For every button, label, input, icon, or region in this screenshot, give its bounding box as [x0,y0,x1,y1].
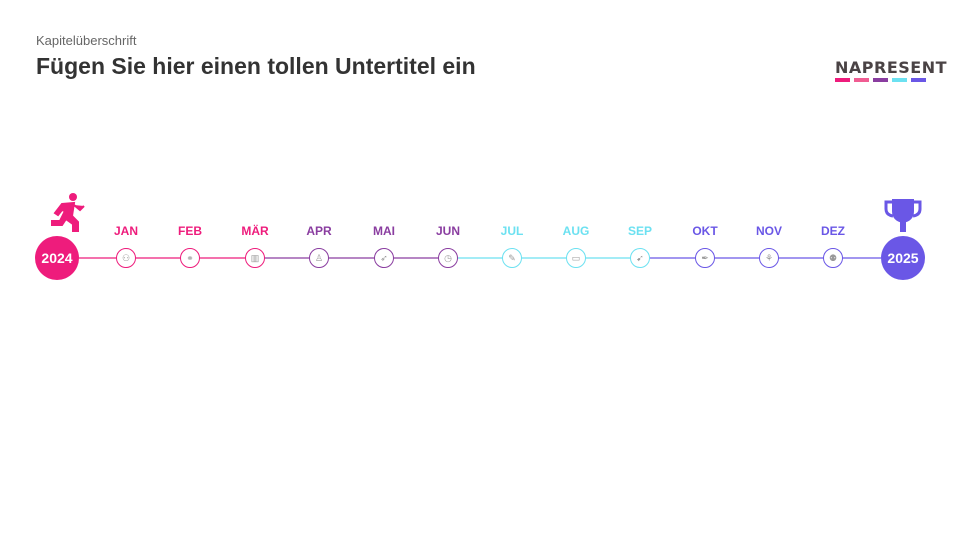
month-marker: ✒ [695,248,715,268]
person-icon: ♙ [314,252,324,263]
napresent-logo: NAPRESENT [835,58,948,82]
megaphone-icon: ➹ [636,252,644,263]
logo-text: NAPRESENT [835,58,948,77]
running-person-icon [51,193,85,232]
pen-icon: ✒ [701,252,709,263]
month-label-10: NOV [755,224,782,238]
month-label-8: SEP [627,224,652,238]
month-marker: ⚘ [759,248,779,268]
logo-color-bar [911,78,926,82]
month-label-7: AUG [562,224,590,238]
month-marker: ➶ [374,248,394,268]
month-label-2: MÄR [241,224,269,238]
team-icon: ⚉ [828,252,838,263]
month-label-5: JUN [435,224,460,238]
logo-color-bars [835,78,927,82]
logo-color-bar [873,78,888,82]
month-marker: ✎ [502,248,522,268]
briefcase-icon: ▭ [571,252,581,263]
year-2025-circle: 2025 [881,236,925,280]
logo-color-bar [835,78,850,82]
month-marker: ▭ [566,248,586,268]
month-label-0: JAN [113,224,138,238]
logo-color-bar [892,78,907,82]
chat-icon: ✎ [508,252,516,263]
month-marker: ➹ [630,248,650,268]
month-label-3: APR [306,224,332,238]
people-icon: ⚇ [121,252,131,263]
logo-color-bar [854,78,869,82]
month-marker: ⚭ [180,248,200,268]
chapter-heading: Kapitelüberschrift [36,33,137,48]
year-2024-circle: 2024 [35,236,79,280]
rocket-icon: ➶ [380,252,388,263]
month-marker: ⚉ [823,248,843,268]
month-label-6: JUL [500,224,524,238]
trophy-icon [884,199,922,232]
month-marker: ▥ [245,248,265,268]
page-title: Fügen Sie hier einen tollen Untertitel e… [36,53,476,79]
month-label-4: MAI [373,224,395,238]
handshake-icon: ⚭ [186,252,194,263]
network-icon: ⚘ [764,252,774,263]
month-marker: ♙ [309,248,329,268]
bar-chart-icon: ▥ [250,252,260,263]
month-label-11: DEZ [821,224,845,238]
month-marker: ◷ [438,248,458,268]
month-label-9: OKT [692,224,718,238]
clock-icon: ◷ [444,252,452,263]
month-marker: ⚇ [116,248,136,268]
month-label-1: FEB [178,224,202,238]
